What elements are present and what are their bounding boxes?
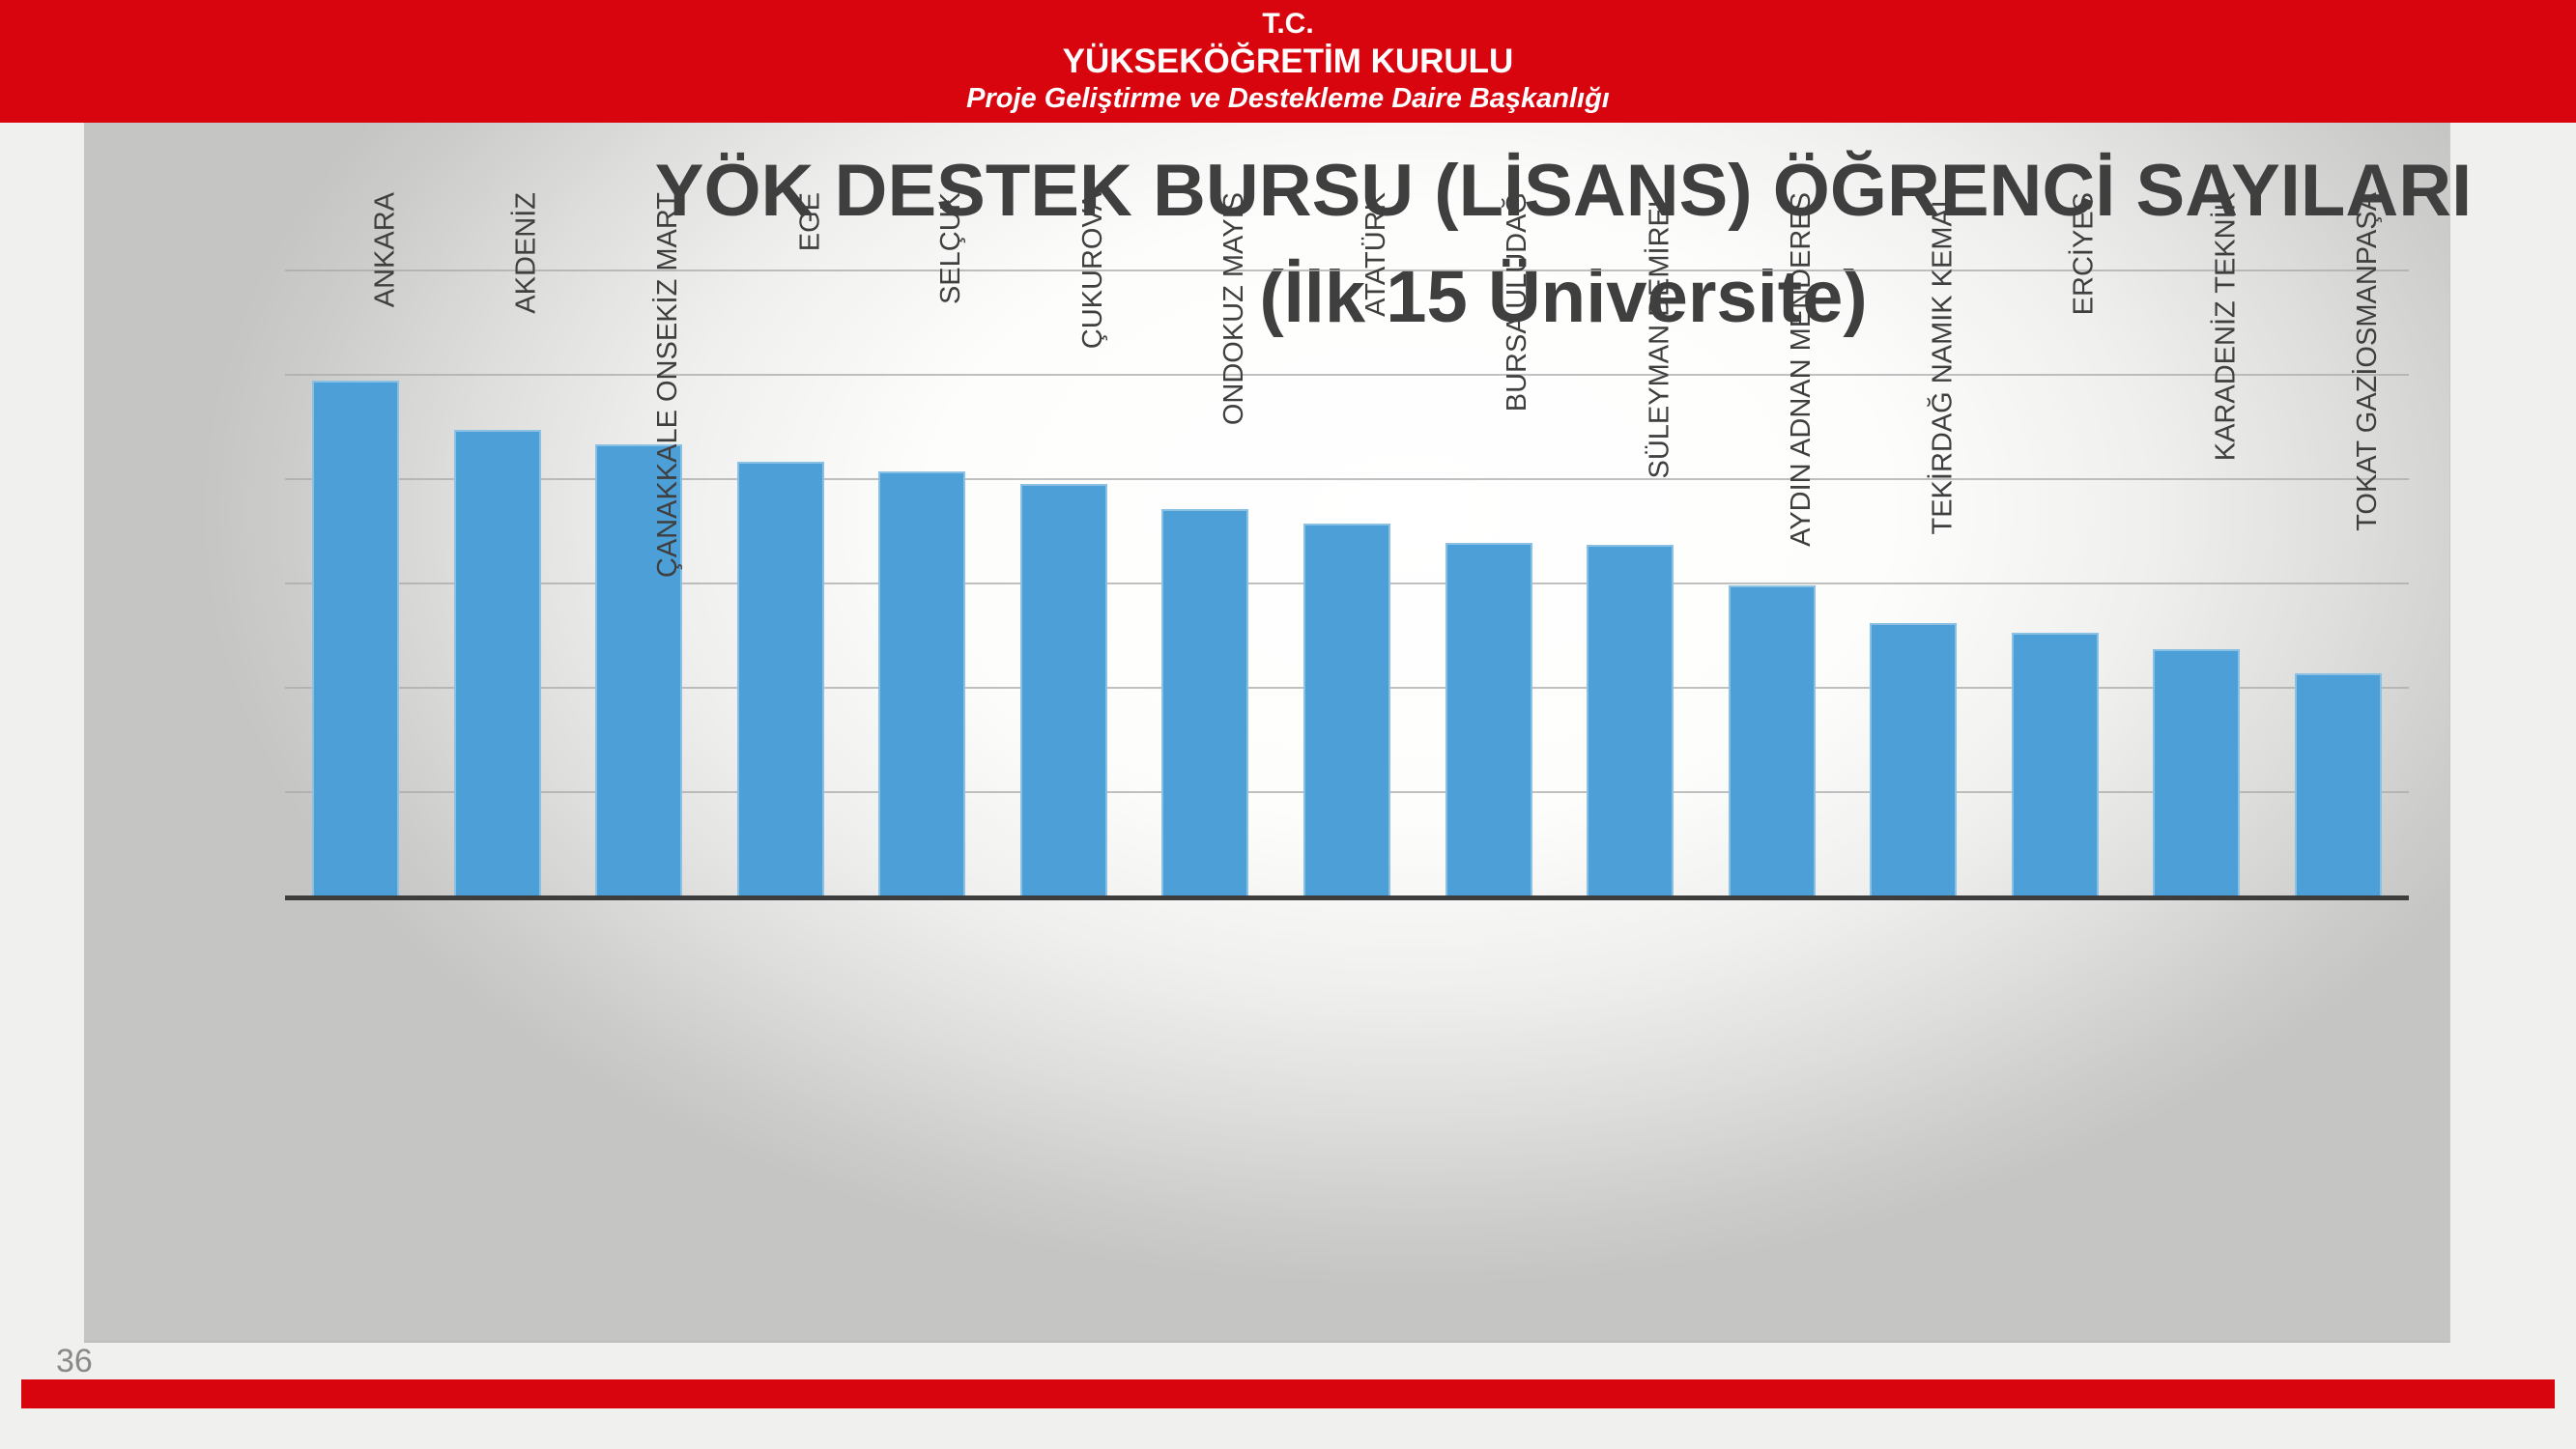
- bar: [1728, 585, 1816, 897]
- category-label: BURSA ULUDAĞ: [1502, 192, 1533, 412]
- category-label: ONDOKUZ MAYIS: [1218, 192, 1250, 426]
- category-label: EGE: [793, 192, 825, 252]
- x-axis-line: [285, 895, 2409, 900]
- bar: [2153, 648, 2241, 897]
- category-label: ANKARA: [369, 192, 401, 308]
- chart-title-line1: YÖK DESTEK BURSU (LİSANS) ÖĞRENCİ SAYILA…: [654, 150, 2473, 232]
- bar: [1302, 524, 1390, 897]
- bar: [1870, 622, 1958, 897]
- category-label: ERCİYES: [2068, 192, 2100, 316]
- category-label: KARADENİZ TEKNİK: [2210, 192, 2242, 462]
- gridline: [285, 374, 2409, 376]
- category-label: AYDIN ADNAN MENDERES: [1785, 192, 1817, 547]
- bar-slot: ONDOKUZ MAYIS: [1134, 167, 1276, 897]
- bar: [1161, 509, 1249, 897]
- bar-slot: SELÇUK: [851, 167, 993, 897]
- bar: [1587, 544, 1674, 897]
- bar: [595, 444, 683, 897]
- gridline: [285, 478, 2409, 480]
- bar: [453, 430, 541, 897]
- category-label: TOKAT GAZİOSMANPAŞA: [2351, 192, 2383, 531]
- bar-slot: ANKARA: [285, 167, 427, 897]
- bar-slot: AYDIN ADNAN MENDERES: [1701, 167, 1843, 897]
- gridline: [285, 270, 2409, 271]
- category-label: ÇUKUROVA: [1076, 192, 1108, 350]
- page-number: 36: [56, 1343, 93, 1379]
- bar-slot: AKDENİZ: [427, 167, 569, 897]
- bar-slot: ÇUKUROVA: [993, 167, 1135, 897]
- bar: [2294, 672, 2382, 897]
- header-band: T.C. YÜKSEKÖĞRETİM KURULU Proje Geliştir…: [0, 0, 2576, 123]
- category-label: SÜLEYMAN DEMİREL: [1644, 192, 1675, 479]
- bar-slot: TEKİRDAĞ NAMIK KEMAL: [1843, 167, 1985, 897]
- bar-slot: SÜLEYMAN DEMİREL: [1560, 167, 1702, 897]
- footer-red-bar: [21, 1379, 2555, 1408]
- bar-slot: ÇANAKKALE ONSEKİZ MART: [568, 167, 710, 897]
- bar-slot: KARADENİZ TEKNİK: [2126, 167, 2268, 897]
- header-line-department: Proje Geliştirme ve Destekleme Daire Baş…: [966, 83, 1610, 115]
- category-label: TEKİRDAĞ NAMIK KEMAL: [1927, 192, 1959, 535]
- category-label: ÇANAKKALE ONSEKİZ MART: [652, 192, 684, 579]
- bar: [736, 461, 824, 897]
- chart-panel: YÖK DESTEK BURSU (LİSANS) ÖĞRENCİ SAYILA…: [84, 123, 2472, 1343]
- bar: [1019, 484, 1107, 897]
- header-line-institution: YÜKSEKÖĞRETİM KURULU: [1062, 42, 1514, 80]
- bar: [312, 381, 400, 897]
- bar-slot: EGE: [710, 167, 852, 897]
- plot-area: ANKARA AKDENİZ ÇANAKKALE ONSEKİZ MART EGE SE…: [285, 167, 2409, 900]
- category-label: AKDENİZ: [510, 192, 542, 314]
- category-label: SELÇUK: [935, 192, 967, 305]
- bar: [878, 471, 966, 897]
- bar: [1445, 542, 1532, 897]
- category-label: ATATÜRK: [1360, 192, 1391, 317]
- bar-slot: ATATÜRK: [1276, 167, 1418, 897]
- bar: [2011, 632, 2099, 897]
- header-line-tc: T.C.: [1262, 7, 1314, 40]
- bar-slot: ERCİYES: [1984, 167, 2126, 897]
- bar-slot: TOKAT GAZİOSMANPAŞA: [2267, 167, 2409, 897]
- bar-slot: BURSA ULUDAĞ: [1417, 167, 1560, 897]
